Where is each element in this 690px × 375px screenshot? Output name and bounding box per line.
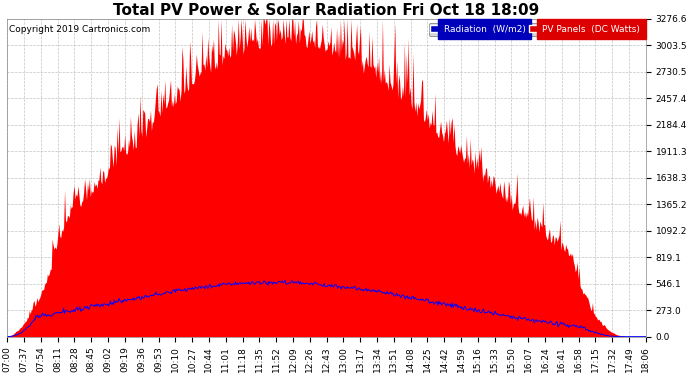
Legend: Radiation  (W/m2), PV Panels  (DC Watts): Radiation (W/m2), PV Panels (DC Watts) bbox=[428, 23, 642, 36]
Title: Total PV Power & Solar Radiation Fri Oct 18 18:09: Total PV Power & Solar Radiation Fri Oct… bbox=[113, 3, 540, 18]
Text: Copyright 2019 Cartronics.com: Copyright 2019 Cartronics.com bbox=[8, 25, 150, 34]
